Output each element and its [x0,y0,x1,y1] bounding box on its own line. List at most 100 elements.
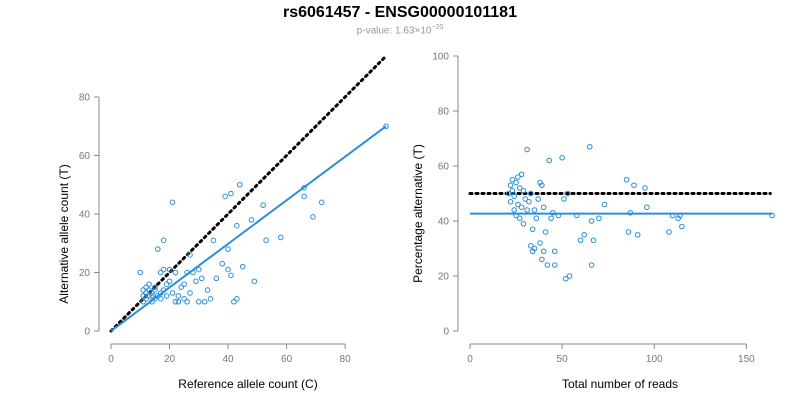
right-data-point [596,215,602,222]
right-data-point [563,275,569,282]
right-data-point [601,201,608,208]
right-data-point [679,223,685,230]
left-data-point [181,296,187,302]
right-data-point [559,154,565,161]
right-data-point [522,196,529,202]
right-data-point [539,182,545,189]
left-data-point [146,287,152,293]
left-data-point [225,246,231,252]
left-x-tick-label: 60 [281,354,293,365]
left-data-point [181,281,187,288]
left-data-point [175,298,182,305]
right-data-point [531,207,538,213]
left-data-point [155,246,161,252]
right-data-point [642,185,648,191]
right-data-point [548,215,554,222]
right-y-axis-label: Percentage alternative (T) [411,144,425,283]
left-data-point [143,290,149,296]
right-data-point [631,182,637,189]
right-data-point [564,190,571,197]
right-x-tick-label: 50 [557,354,569,365]
right-data-point [533,215,540,222]
right-data-point [509,176,516,183]
left-data-point [195,266,202,273]
right-data-point [511,193,518,200]
left-data-point [178,284,185,290]
right-y-tick-label: 20 [438,272,450,283]
left-data-point [166,266,173,273]
right-data-point [546,157,553,164]
left-y-tick-label: 20 [79,268,91,279]
right-data-point [515,201,521,208]
right-data-point [511,207,518,213]
left-data-point [157,290,164,296]
left-data-point [175,293,182,299]
left-x-axis-label: Reference allele count (C) [178,377,317,391]
left-data-point [184,269,190,276]
right-data-point [542,229,549,235]
left-data-point [301,184,307,191]
left-data-point [263,237,269,244]
left-data-point [143,284,149,290]
left-data-point [204,287,211,293]
right-x-tick-label: 100 [646,354,663,365]
left-data-point [172,298,179,305]
right-data-point [581,231,588,238]
right-data-point [526,198,532,205]
right-data-point [539,256,545,263]
left-data-point [160,266,167,273]
right-data-point [535,196,541,202]
right-x-tick-label: 150 [738,354,755,365]
left-data-point [137,269,144,276]
right-data-point [518,171,525,178]
left-y-tick-label: 0 [84,327,90,338]
left-data-point [201,298,208,305]
left-data-point [318,199,325,206]
left-data-point [163,293,170,299]
right-data-point [586,143,593,150]
left-data-point [166,278,173,285]
right-data-point [544,262,551,268]
right-data-point [515,174,521,180]
right-data-point [627,209,634,216]
left-data-point [195,298,202,305]
right-data-point [507,182,514,189]
left-x-tick-label: 0 [108,354,114,365]
left-fit-line [110,125,387,332]
right-data-point [540,204,547,211]
left-data-point [140,287,146,293]
left-data-point [152,287,158,293]
right-data-point [590,237,597,244]
left-data-point [140,298,146,305]
right-data-point [528,242,534,249]
left-data-point [219,260,225,267]
pvalue-text: p-value: 1.63×10 [356,25,432,37]
left-data-point [160,287,167,293]
right-data-point [669,212,676,219]
right-data-point [540,248,547,255]
left-data-point [213,275,220,282]
right-data-point [524,207,530,213]
left-data-point [222,193,228,200]
right-data-point [644,204,650,211]
left-data-point [260,202,266,209]
left-data-point [160,237,167,244]
left-data-point [146,281,152,288]
right-data-point [524,146,530,153]
left-data-point [210,237,217,244]
right-data-point [769,212,775,219]
left-data-point [149,290,155,296]
right-data-point [566,273,573,279]
right-data-point [513,212,519,219]
left-data-point [157,269,164,276]
right-data-point [505,190,512,197]
left-data-point [236,181,243,188]
right-data-point [555,212,562,219]
left-data-point [187,290,193,296]
right-data-point [507,198,514,205]
left-data-point [301,193,307,200]
right-data-point [588,262,595,268]
right-data-point [677,212,683,219]
left-data-point [193,278,199,285]
right-data-point [537,240,543,246]
